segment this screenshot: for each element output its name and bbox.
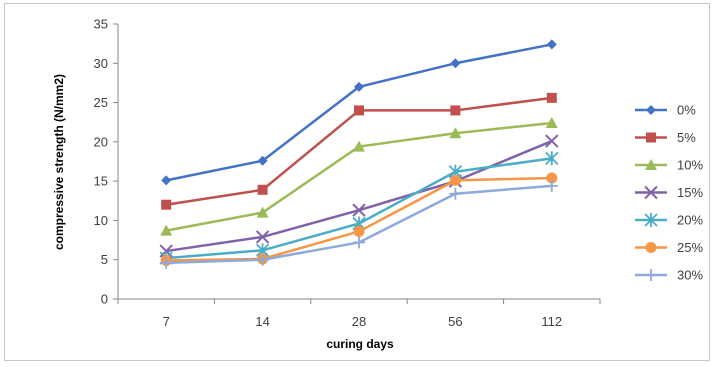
data-point <box>257 155 268 166</box>
y-axis-title: compressive strength (N/mm2) <box>52 74 66 250</box>
legend-entry: 0% <box>635 103 696 118</box>
y-tick-label: 35 <box>94 17 108 32</box>
y-tick-label: 15 <box>94 174 108 189</box>
data-point <box>352 203 366 217</box>
x-axis-title: curing days <box>326 337 394 351</box>
legend-label: 5% <box>677 130 696 145</box>
legend-entry: 30% <box>635 268 703 283</box>
series-7 <box>160 179 558 269</box>
legend-label: 25% <box>677 240 703 255</box>
y-tick-label: 30 <box>94 56 108 71</box>
legend-entry: 10% <box>635 158 703 173</box>
legend-marker <box>646 132 656 143</box>
legend-marker <box>644 185 658 200</box>
y-tick-label: 20 <box>94 134 108 149</box>
data-point <box>255 230 270 244</box>
legend-label: 10% <box>677 158 703 173</box>
data-point <box>449 174 461 186</box>
series-line <box>165 121 552 232</box>
y-tick-label: 5 <box>101 252 108 267</box>
x-axis: 7 14 28 56 112 <box>117 298 601 329</box>
x-tick-label: 14 <box>255 314 269 329</box>
data-point <box>545 117 558 128</box>
data-point <box>449 127 462 139</box>
chart-frame: 0 5 10 15 20 25 30 35 7 14 28 56 112 compressive st… <box>4 3 710 361</box>
data-point <box>161 175 172 186</box>
data-point <box>545 151 559 166</box>
data-point <box>354 105 364 116</box>
legend: 0% 5% 10% 15% 20% 25% 30% <box>635 103 703 283</box>
series-1 <box>161 39 557 186</box>
legend-marker <box>646 105 656 115</box>
data-point <box>545 134 559 148</box>
legend-entry: 15% <box>635 185 703 200</box>
data-point <box>256 253 269 266</box>
legend-entry: 5% <box>635 130 696 145</box>
data-point <box>161 199 172 210</box>
x-tick-label: 28 <box>352 314 366 329</box>
legend-label: 30% <box>677 268 703 283</box>
legend-label: 15% <box>677 185 703 200</box>
y-tick-label: 25 <box>94 95 108 110</box>
data-point <box>353 225 365 237</box>
series-2 <box>161 92 557 210</box>
data-point <box>257 184 268 195</box>
legend-marker <box>645 242 657 253</box>
legend-marker <box>645 159 657 170</box>
legend-label: 0% <box>677 103 696 118</box>
legend-label: 20% <box>677 213 703 228</box>
data-point <box>160 256 173 269</box>
data-point <box>546 92 557 103</box>
data-point <box>449 187 462 200</box>
data-point <box>256 206 269 218</box>
legend-entry: 25% <box>635 240 703 255</box>
x-tick-label: 112 <box>541 314 562 329</box>
x-tick-label: 7 <box>163 314 170 329</box>
data-point <box>546 172 558 184</box>
data-point <box>353 140 365 152</box>
y-axis: 0 5 10 15 20 25 30 35 <box>94 17 119 307</box>
y-tick-label: 10 <box>94 213 108 228</box>
data-point <box>450 58 461 69</box>
data-point <box>450 105 461 116</box>
legend-marker <box>645 269 657 281</box>
line-chart: 0 5 10 15 20 25 30 35 7 14 28 56 112 compressive st… <box>52 17 703 352</box>
x-tick-label: 56 <box>448 314 462 329</box>
y-tick-label: 0 <box>101 292 108 307</box>
data-point <box>546 39 557 50</box>
series-layer <box>159 39 559 269</box>
series-3 <box>160 117 558 236</box>
data-point <box>545 179 558 192</box>
data-point <box>354 81 364 92</box>
legend-marker <box>644 213 658 227</box>
data-point <box>353 236 365 249</box>
legend-entry: 20% <box>635 213 703 228</box>
data-point <box>160 224 173 236</box>
